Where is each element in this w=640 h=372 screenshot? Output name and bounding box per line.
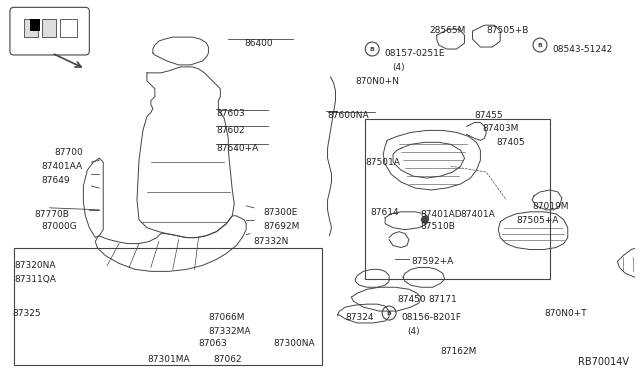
Text: 87770B: 87770B — [35, 210, 70, 219]
Text: 870N0+N: 870N0+N — [355, 77, 399, 86]
Text: 87162M: 87162M — [441, 347, 477, 356]
Text: 87510B: 87510B — [421, 222, 456, 231]
Text: 87066M: 87066M — [209, 313, 245, 322]
Text: 87455: 87455 — [474, 110, 503, 119]
Text: 87692M: 87692M — [263, 222, 300, 231]
Text: 87000G: 87000G — [42, 222, 77, 231]
Text: (4): (4) — [407, 327, 420, 336]
Text: 87603: 87603 — [216, 109, 245, 118]
Text: 87311QA: 87311QA — [14, 275, 56, 284]
Text: 87332N: 87332N — [253, 237, 289, 246]
Text: 87401AD: 87401AD — [421, 210, 463, 219]
Text: 87600NA: 87600NA — [328, 110, 369, 119]
Text: 87320NA: 87320NA — [14, 262, 56, 270]
Text: B: B — [370, 46, 374, 52]
Bar — [30, 19, 40, 31]
Text: 87019M: 87019M — [532, 202, 568, 211]
Text: (4): (4) — [392, 63, 404, 72]
Text: 87401A: 87401A — [461, 210, 495, 219]
Text: 87403M: 87403M — [483, 125, 519, 134]
Text: 87405: 87405 — [496, 138, 525, 147]
Bar — [60, 19, 77, 37]
Text: 87324: 87324 — [346, 313, 374, 322]
FancyBboxPatch shape — [10, 7, 90, 55]
Text: 08157-0251E: 08157-0251E — [384, 49, 445, 58]
Text: 87640+A: 87640+A — [216, 144, 259, 153]
Bar — [14, 247, 322, 365]
Text: RB70014V: RB70014V — [578, 357, 628, 367]
Text: 87505+B: 87505+B — [486, 26, 529, 35]
Text: 87062: 87062 — [213, 355, 242, 364]
Bar — [24, 19, 38, 37]
Text: 87649: 87649 — [42, 176, 70, 185]
Text: 87700: 87700 — [54, 148, 83, 157]
Text: 87401AA: 87401AA — [42, 162, 83, 171]
Text: 87602: 87602 — [216, 126, 245, 135]
Text: 08543-51242: 08543-51242 — [552, 45, 612, 54]
Text: 87501A: 87501A — [365, 158, 400, 167]
Text: 87332MA: 87332MA — [209, 327, 251, 336]
Bar — [365, 119, 550, 279]
Text: 87505+A: 87505+A — [516, 216, 559, 225]
Text: 08156-8201F: 08156-8201F — [401, 313, 461, 322]
Text: 87450: 87450 — [397, 295, 426, 304]
Text: 87301MA: 87301MA — [147, 355, 189, 364]
Text: 87614: 87614 — [370, 208, 399, 217]
Text: 87171: 87171 — [429, 295, 458, 304]
Bar — [42, 19, 56, 37]
Text: 87325: 87325 — [12, 309, 40, 318]
Text: 87063: 87063 — [198, 339, 227, 348]
Text: 87300NA: 87300NA — [273, 339, 315, 348]
Text: 87592+A: 87592+A — [411, 257, 453, 266]
Text: B: B — [387, 311, 392, 315]
Text: B: B — [538, 42, 543, 48]
Text: 87300E: 87300E — [263, 208, 298, 217]
Text: 28565M: 28565M — [430, 26, 466, 35]
Text: 86400: 86400 — [244, 39, 273, 48]
Circle shape — [421, 216, 429, 224]
Text: 870N0+T: 870N0+T — [544, 309, 587, 318]
